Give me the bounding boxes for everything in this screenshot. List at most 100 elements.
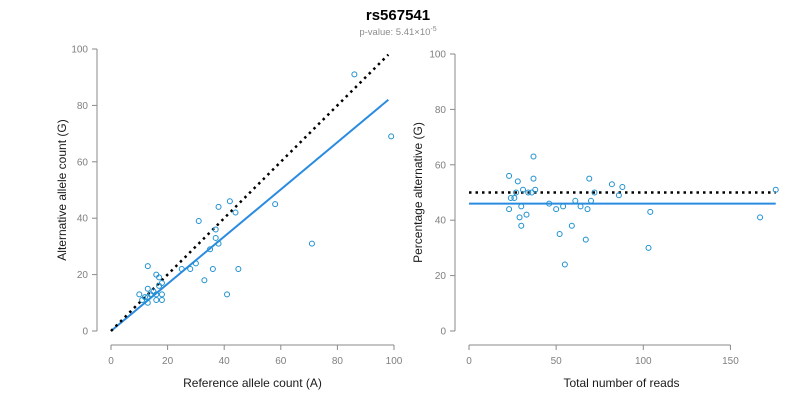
- data-point: [144, 299, 151, 306]
- data-point: [308, 240, 315, 247]
- data-point: [153, 296, 160, 303]
- p-value-text: p-value: 5.41×10: [359, 27, 430, 38]
- data-point: [187, 265, 194, 272]
- data-point: [556, 231, 563, 238]
- x-tick-label: 80: [332, 356, 344, 367]
- data-point: [608, 181, 615, 188]
- data-point: [209, 265, 216, 272]
- x-tick-label: 150: [722, 356, 739, 367]
- data-point: [619, 183, 626, 190]
- x-axis-label: Reference allele count (A): [183, 376, 322, 390]
- data-point: [516, 214, 523, 221]
- data-point: [645, 244, 652, 251]
- y-tick-label: 80: [435, 105, 447, 116]
- p-value-exponent: -5: [430, 26, 436, 33]
- x-tick-label: 40: [219, 356, 231, 367]
- data-point: [158, 280, 165, 287]
- data-point: [215, 240, 222, 247]
- data-point: [351, 71, 358, 78]
- data-point: [591, 189, 598, 196]
- x-tick-label: 20: [162, 356, 174, 367]
- data-point: [141, 294, 148, 301]
- data-point: [192, 260, 199, 267]
- data-point: [144, 285, 151, 292]
- x-tick-label: 0: [108, 356, 114, 367]
- y-tick-label: 20: [435, 271, 447, 282]
- data-point: [525, 189, 532, 196]
- y-tick-label: 80: [77, 101, 89, 112]
- scatter-panel-percentage: 0 50 100 150 Total number of reads 0 20 40 60 80 1…: [411, 50, 779, 390]
- data-point: [518, 222, 525, 229]
- x-tick-label: 50: [551, 356, 563, 367]
- y-tick-label: 100: [71, 45, 88, 56]
- y-tick-label: 60: [77, 157, 89, 168]
- data-point: [553, 206, 560, 213]
- data-point: [577, 203, 584, 210]
- data-point: [530, 175, 537, 182]
- data-point: [272, 201, 279, 208]
- data-point: [615, 192, 622, 199]
- data-point: [136, 291, 143, 298]
- data-point: [506, 206, 513, 213]
- data-point: [647, 208, 654, 215]
- x-axis-label: Total number of reads: [563, 376, 679, 390]
- data-point: [582, 236, 589, 243]
- data-point: [388, 133, 395, 140]
- data-point: [235, 265, 242, 272]
- y-tick-label: 40: [435, 216, 447, 227]
- y-tick-label: 20: [77, 270, 89, 281]
- data-point: [215, 203, 222, 210]
- data-point: [224, 291, 231, 298]
- y-tick-label: 60: [435, 160, 447, 171]
- data-point: [201, 277, 208, 284]
- data-point: [153, 291, 160, 298]
- data-point: [518, 203, 525, 210]
- data-point: [772, 186, 779, 193]
- data-point: [560, 203, 567, 210]
- data-point: [523, 211, 530, 218]
- chart-title: rs567541: [366, 7, 430, 24]
- data-point: [178, 265, 185, 272]
- x-tick-label: 0: [466, 356, 472, 367]
- data-point: [568, 222, 575, 229]
- data-point: [586, 175, 593, 182]
- x-tick-label: 100: [386, 356, 403, 367]
- x-tick-label: 100: [635, 356, 652, 367]
- data-point: [212, 234, 219, 241]
- data-point: [561, 261, 568, 268]
- chart-subtitle: p-value: 5.41×10-5: [359, 26, 436, 38]
- data-point: [207, 246, 214, 253]
- data-point: [520, 186, 527, 193]
- y-tick-label: 40: [77, 214, 89, 225]
- data-point: [144, 263, 151, 270]
- y-axis-label: Alternative allele count (G): [55, 119, 69, 260]
- data-point: [226, 198, 233, 205]
- data-point: [506, 172, 513, 179]
- data-point: [232, 209, 239, 216]
- data-point: [507, 195, 514, 202]
- x-tick-label: 60: [275, 356, 287, 367]
- data-point: [572, 197, 579, 204]
- data-point: [546, 200, 553, 207]
- data-point: [514, 178, 521, 185]
- data-point: [158, 296, 165, 303]
- data-point: [139, 296, 146, 303]
- data-point: [156, 274, 163, 281]
- y-tick-label: 0: [440, 327, 446, 338]
- data-point: [195, 218, 202, 225]
- data-point: [212, 226, 219, 233]
- data-point: [757, 214, 764, 221]
- data-point: [532, 186, 539, 193]
- y-tick-label: 0: [82, 327, 88, 338]
- data-point: [511, 195, 518, 202]
- data-point: [588, 197, 594, 204]
- data-point: [153, 271, 160, 278]
- data-point: [530, 153, 537, 160]
- y-tick-label: 100: [429, 50, 446, 61]
- scatter-panel-counts: 0 20 40 60 80 100 Reference allele count (A) 0 2…: [55, 45, 403, 391]
- y-axis-label: Percentage alternative (G): [411, 122, 425, 263]
- data-point: [584, 206, 591, 213]
- data-point: [513, 189, 520, 196]
